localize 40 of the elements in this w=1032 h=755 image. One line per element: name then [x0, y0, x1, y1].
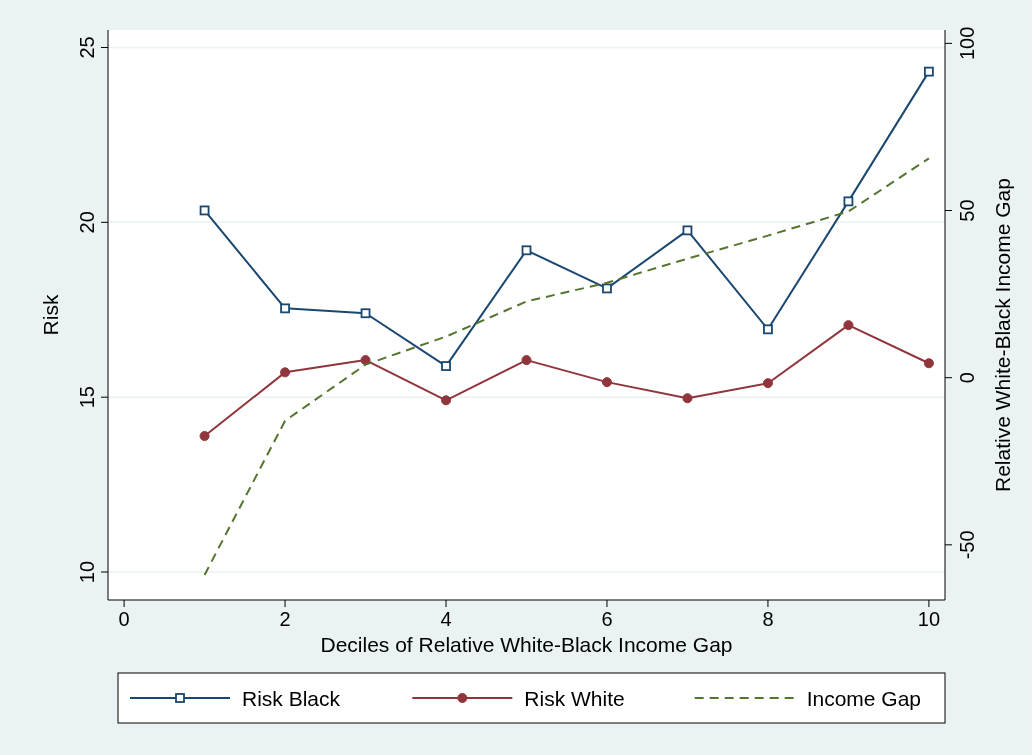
point: [360, 308, 371, 319]
x-axis-title: Deciles of Relative White-Black Income Gap: [320, 633, 733, 656]
point: [843, 320, 854, 331]
point: [280, 367, 291, 378]
point: [601, 377, 612, 388]
y-tick-label: 25: [76, 36, 98, 59]
point: [763, 324, 773, 335]
point: [441, 361, 451, 371]
y-tick-label: 10: [76, 560, 98, 584]
legend-label: Risk White: [524, 687, 625, 710]
legend-label: Income Gap: [806, 687, 922, 710]
point: [602, 283, 612, 294]
y2-tick-label: -50: [956, 530, 978, 560]
point: [843, 196, 854, 207]
point: [924, 66, 934, 77]
point: [923, 358, 934, 369]
point: [280, 303, 290, 314]
point: [521, 355, 532, 366]
x-tick-label: 4: [440, 608, 452, 630]
y-tick-label: 20: [76, 211, 98, 234]
y2-axis-title: Relative White-Black Income Gap: [991, 178, 1014, 492]
point: [762, 378, 773, 389]
y2-tick-label: 50: [956, 199, 978, 222]
legend-label: Risk Black: [242, 687, 341, 710]
x-tick-label: 2: [279, 608, 291, 630]
y2-tick-label: 0: [956, 372, 978, 384]
y-axis-title: Risk: [39, 294, 62, 336]
point: [199, 430, 210, 441]
line-series: [203, 157, 930, 576]
y-tick-label: 15: [76, 386, 98, 409]
x-tick-label: 8: [762, 608, 774, 630]
y2-tick-label: 100: [956, 26, 978, 61]
x-tick-label: 10: [917, 608, 941, 630]
point: [441, 395, 452, 406]
point: [682, 225, 693, 236]
point: [521, 245, 532, 256]
point: [360, 355, 371, 366]
x-tick-label: 0: [118, 608, 130, 630]
x-tick-label: 6: [601, 608, 613, 630]
point: [682, 393, 693, 404]
